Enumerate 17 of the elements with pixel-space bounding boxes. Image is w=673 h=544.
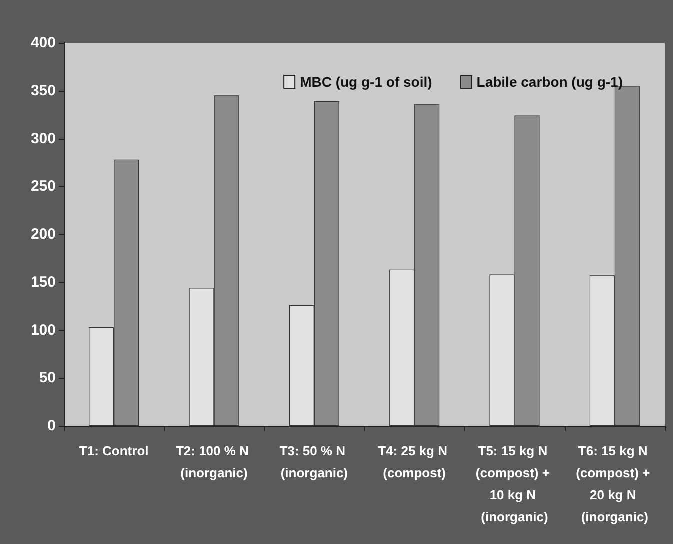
y-tick-label: 350 (30, 82, 56, 100)
x-tick-label: T1: Control (79, 444, 149, 458)
y-tick-label: 50 (39, 370, 56, 387)
y-tick-label: 250 (30, 178, 56, 196)
x-tick-label: T6: 15 kg N (compost) + 20 kg N (inorganic) (576, 444, 654, 524)
x-tick-label: T2: 100 % N (inorganic) (176, 444, 253, 480)
y-tick-label: 0 (48, 418, 56, 434)
x-tick-label: T4: 25 kg N (compost) (378, 444, 452, 480)
legend-label: MBC (ug g-1 of soil) (300, 74, 432, 90)
y-tick-label: 200 (30, 226, 56, 243)
y-tick-label: 300 (30, 130, 56, 148)
x-tick-label: T5: 15 kg N (compost) + 10 kg N (inorganic) (476, 444, 554, 524)
y-tick-label: 100 (30, 322, 56, 339)
legend-label: Labile carbon (ug g-1) (476, 74, 624, 90)
y-tick-label: 400 (30, 34, 56, 52)
x-tick-label: T3: 50 % N (inorganic) (280, 444, 350, 480)
y-tick-label: 150 (30, 274, 56, 291)
